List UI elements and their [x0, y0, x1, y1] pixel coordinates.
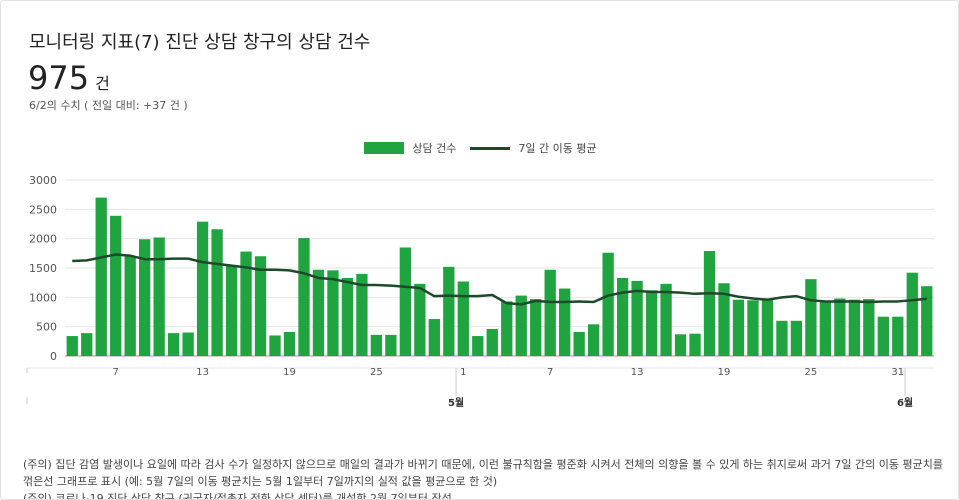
bar[interactable] [863, 299, 875, 356]
bar[interactable] [486, 329, 498, 356]
bar[interactable] [573, 331, 585, 356]
bar[interactable] [530, 299, 542, 356]
latest-value-detail: 6/2의 수치 ( 전일 대비: +37 건 ) [29, 99, 188, 112]
bar[interactable] [283, 331, 296, 356]
bar[interactable] [269, 335, 281, 356]
bar[interactable] [689, 333, 701, 356]
y-tick-label: 1000 [29, 291, 57, 304]
bar[interactable] [834, 298, 846, 356]
x-tick-label: 7 [113, 367, 119, 378]
y-tick-label: 2000 [29, 233, 57, 246]
latest-value-unit: 건 [95, 74, 110, 93]
bar[interactable] [240, 251, 252, 356]
bar[interactable] [559, 288, 571, 356]
bar[interactable] [805, 279, 817, 356]
bar[interactable] [298, 238, 310, 356]
bar[interactable] [124, 256, 136, 356]
bar[interactable] [457, 281, 469, 356]
bar[interactable] [674, 334, 687, 356]
bar[interactable] [703, 250, 716, 356]
bar[interactable] [385, 334, 397, 356]
bar[interactable] [370, 334, 383, 356]
bar[interactable] [356, 273, 368, 356]
bar[interactable] [66, 336, 78, 356]
x-tick-label: 25 [805, 367, 818, 378]
x-tick-label: 1 [460, 367, 466, 378]
bar[interactable] [312, 269, 325, 356]
bar[interactable] [718, 283, 730, 356]
bar[interactable] [747, 300, 759, 356]
bar[interactable] [167, 333, 180, 356]
bar[interactable] [95, 197, 107, 356]
x-tick-label: 19 [283, 367, 296, 378]
bar[interactable] [645, 290, 658, 356]
bar[interactable] [81, 333, 93, 356]
bar[interactable] [211, 229, 223, 356]
y-tick-label: 1500 [29, 262, 57, 275]
bar[interactable] [602, 252, 614, 356]
bar[interactable] [761, 299, 774, 356]
bar[interactable] [110, 215, 122, 356]
x-tick-label: 13 [196, 367, 209, 378]
moving-average-line [72, 253, 927, 306]
note-start-date: (주의) 코로나-19 진단 상담 창구 (귀국자/접촉자 전화 상담 센터)를… [23, 492, 452, 500]
x-tick-label: 7 [547, 367, 553, 378]
latest-value: 975 건 [28, 59, 110, 97]
y-tick-label: 0 [50, 350, 57, 363]
chart-plot: 0 500 1000 1500 2000 2500 3000 7 13 19 25 1 7 13 19 25 3… [26, 174, 934, 409]
bar[interactable] [196, 221, 209, 356]
bar[interactable] [515, 295, 527, 356]
bar[interactable] [776, 320, 788, 356]
y-tick-label: 3000 [29, 174, 57, 187]
chart-title: 모니터링 지표(7) 진단 상담 창구의 상담 건수 [29, 32, 371, 53]
bar[interactable] [660, 283, 672, 356]
bar[interactable] [428, 319, 440, 356]
bar[interactable] [877, 316, 889, 356]
x-tick-label: 19 [718, 367, 731, 378]
bar[interactable] [501, 301, 513, 356]
chart-legend[interactable]: 상담 건수 7일 간 이동 평균 [1, 140, 958, 156]
bar[interactable] [587, 324, 600, 356]
y-tick-label: 500 [36, 321, 57, 334]
bar[interactable] [631, 280, 643, 356]
bar[interactable] [544, 269, 556, 356]
bar[interactable] [616, 277, 629, 356]
bar[interactable] [399, 247, 412, 356]
month-label: 6월 [897, 397, 913, 409]
bar[interactable] [790, 320, 803, 356]
bar[interactable] [225, 265, 238, 356]
bar[interactable] [848, 299, 860, 356]
month-label: 5월 [448, 397, 464, 409]
x-tick-label: 31 [891, 367, 904, 378]
bar[interactable] [254, 256, 267, 356]
x-tick-label: 25 [370, 367, 383, 378]
legend-line-swatch [470, 146, 511, 150]
latest-value-number: 975 [28, 59, 90, 97]
bar[interactable] [819, 300, 832, 356]
legend-bar-swatch [364, 142, 405, 154]
bar[interactable] [327, 270, 339, 356]
bar[interactable] [921, 286, 933, 356]
bar[interactable] [153, 237, 165, 356]
bar[interactable] [139, 239, 151, 356]
bar[interactable] [472, 336, 484, 356]
x-tick-label: 13 [631, 367, 644, 378]
bar[interactable] [414, 283, 426, 356]
bar[interactable] [906, 272, 918, 356]
bar[interactable] [732, 299, 745, 356]
y-tick-label: 2500 [29, 203, 57, 216]
bar[interactable] [341, 277, 354, 356]
legend-bar-label[interactable]: 상담 건수 [412, 142, 457, 155]
legend-line-label[interactable]: 7일 간 이동 평균 [518, 142, 597, 155]
bar[interactable] [182, 332, 194, 356]
bar[interactable] [892, 316, 904, 356]
bar[interactable] [443, 266, 455, 356]
note-moving-average: (주의) 집단 감염 발생이나 요일에 따라 검사 수가 일정하지 않으므로 매… [23, 458, 943, 488]
